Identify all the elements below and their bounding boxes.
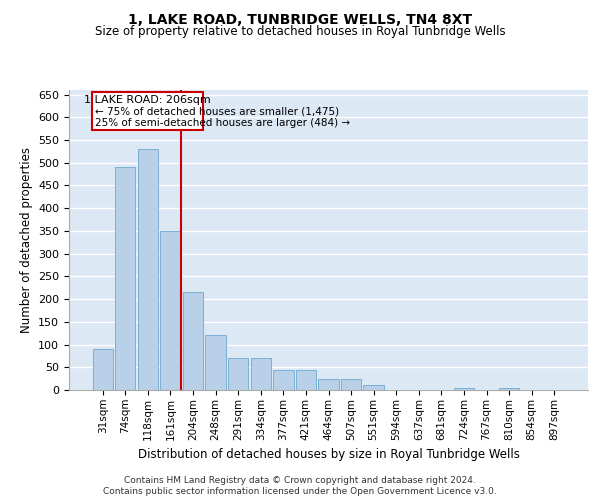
Bar	[138, 149, 158, 390]
Bar	[205, 336, 226, 390]
Bar	[341, 378, 361, 390]
Text: Contains HM Land Registry data © Crown copyright and database right 2024.: Contains HM Land Registry data © Crown c…	[124, 476, 476, 485]
Bar	[183, 292, 203, 390]
Bar	[364, 386, 384, 390]
Bar	[273, 370, 293, 390]
Bar	[454, 388, 474, 390]
Bar	[319, 378, 338, 390]
Bar	[92, 349, 113, 390]
Text: 25% of semi-detached houses are larger (484) →: 25% of semi-detached houses are larger (…	[95, 118, 350, 128]
Bar	[251, 358, 271, 390]
Text: Contains public sector information licensed under the Open Government Licence v3: Contains public sector information licen…	[103, 488, 497, 496]
Bar	[228, 358, 248, 390]
Bar	[115, 168, 136, 390]
Y-axis label: Number of detached properties: Number of detached properties	[20, 147, 32, 333]
Bar	[160, 231, 181, 390]
FancyBboxPatch shape	[92, 92, 203, 130]
Bar	[296, 370, 316, 390]
Text: 1 LAKE ROAD: 206sqm: 1 LAKE ROAD: 206sqm	[84, 95, 211, 105]
Text: ← 75% of detached houses are smaller (1,475): ← 75% of detached houses are smaller (1,…	[95, 106, 339, 116]
Bar	[499, 388, 519, 390]
Text: Size of property relative to detached houses in Royal Tunbridge Wells: Size of property relative to detached ho…	[95, 25, 505, 38]
X-axis label: Distribution of detached houses by size in Royal Tunbridge Wells: Distribution of detached houses by size …	[137, 448, 520, 461]
Text: 1, LAKE ROAD, TUNBRIDGE WELLS, TN4 8XT: 1, LAKE ROAD, TUNBRIDGE WELLS, TN4 8XT	[128, 12, 472, 26]
